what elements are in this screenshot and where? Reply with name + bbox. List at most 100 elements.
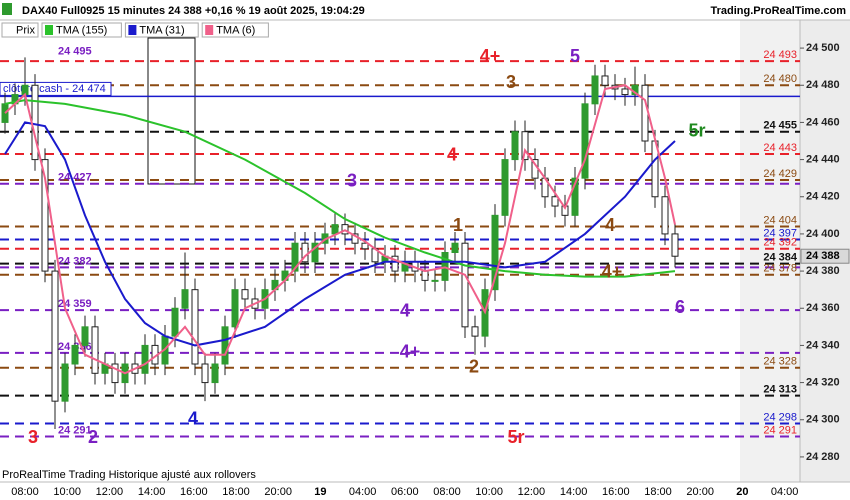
x-tick-label: 14:00 bbox=[138, 486, 166, 498]
level-label: 24 291 bbox=[58, 424, 92, 436]
last-price-box bbox=[800, 248, 850, 264]
x-tick-label: 08:00 bbox=[11, 486, 39, 498]
candle-body bbox=[621, 88, 629, 96]
candle-body bbox=[671, 233, 679, 257]
candle-body bbox=[201, 363, 209, 384]
y-tick-label: 24 460 bbox=[806, 116, 840, 128]
x-tick-label: 12:00 bbox=[96, 486, 124, 498]
legend-label: Prix bbox=[16, 24, 35, 36]
legend-swatch bbox=[205, 25, 214, 35]
wave-label: 3 bbox=[347, 171, 357, 191]
candle-body bbox=[71, 344, 79, 365]
x-tick-label: 14:00 bbox=[560, 486, 588, 498]
level-label: 24 495 bbox=[58, 45, 92, 57]
legend-item[interactable] bbox=[1, 22, 39, 38]
level-label: 24 427 bbox=[58, 172, 92, 184]
legend-label: TMA (31) bbox=[139, 24, 184, 36]
wave-label: 4+ bbox=[400, 342, 421, 362]
candle-body bbox=[551, 196, 559, 207]
tma-line bbox=[4, 121, 676, 347]
x-tick-label: 16:00 bbox=[180, 486, 208, 498]
wave-label: 6 bbox=[675, 297, 685, 317]
wave-label: 4 bbox=[605, 215, 615, 235]
candle-body bbox=[591, 75, 599, 105]
y-tick-label: 24 300 bbox=[806, 414, 840, 426]
y-tick-label: 24 400 bbox=[806, 228, 840, 240]
legend-label: TMA (155) bbox=[56, 24, 107, 36]
level-label: 24 291 bbox=[763, 424, 797, 436]
candle-body bbox=[391, 255, 399, 272]
y-tick-label: 24 280 bbox=[806, 451, 840, 463]
legend-label: TMA (6) bbox=[216, 24, 255, 36]
wave-label: 1 bbox=[453, 215, 463, 235]
candle-body bbox=[581, 103, 589, 179]
candle-body bbox=[331, 224, 339, 235]
level-label: 24 493 bbox=[763, 49, 797, 61]
x-tick-label: 04:00 bbox=[771, 486, 799, 498]
tma-line bbox=[4, 99, 676, 278]
y-tick-label: 24 480 bbox=[806, 79, 840, 91]
candle-body bbox=[221, 326, 229, 365]
wave-label: 2 bbox=[469, 356, 479, 376]
candle-body bbox=[361, 242, 369, 250]
wave-label: 4 bbox=[188, 409, 198, 429]
tma-line bbox=[4, 84, 676, 375]
level-label: 24 328 bbox=[763, 356, 797, 368]
level-label: 24 382 bbox=[58, 255, 92, 267]
last-price-label: 24 388 bbox=[806, 250, 840, 262]
candle-body bbox=[191, 289, 199, 365]
candle-body bbox=[41, 159, 49, 272]
candle-body bbox=[431, 279, 439, 282]
candle-body bbox=[501, 159, 509, 216]
level-label: 24 298 bbox=[763, 411, 797, 423]
level-label: clôture cash - 24 474 bbox=[3, 83, 106, 95]
legend: Prix TMA (155) TMA (31) TMA (6) bbox=[1, 22, 269, 38]
x-tick-label: 18:00 bbox=[222, 486, 250, 498]
wave-label: 4+ bbox=[602, 262, 623, 282]
candle-body bbox=[91, 326, 99, 374]
legend-item[interactable] bbox=[41, 22, 122, 38]
y-tick-label: 24 500 bbox=[806, 42, 840, 54]
wave-label: 4 bbox=[400, 301, 410, 321]
candle-body bbox=[491, 214, 499, 291]
candle-body bbox=[231, 289, 239, 328]
candle-body bbox=[311, 242, 319, 263]
wave-label: 3 bbox=[506, 72, 516, 92]
footer: ProRealTime Trading Historique ajusté au… bbox=[2, 469, 256, 481]
logo bbox=[2, 3, 12, 15]
legend-item[interactable] bbox=[124, 22, 199, 38]
x-tick-label: 08:00 bbox=[433, 486, 461, 498]
candle-body bbox=[571, 177, 579, 216]
candle-body bbox=[291, 242, 299, 272]
level-label: 24 378 bbox=[763, 263, 797, 275]
candle-body bbox=[211, 363, 219, 384]
level-label: 24 480 bbox=[763, 73, 797, 85]
candle-body bbox=[241, 289, 249, 300]
candle-body bbox=[511, 131, 519, 161]
source: Trading.ProRealTime.com bbox=[710, 5, 846, 17]
candle-body bbox=[111, 363, 119, 384]
level-label: 24 384 bbox=[763, 252, 798, 264]
y-tick-label: 24 320 bbox=[806, 376, 840, 388]
legend-swatch bbox=[45, 25, 53, 35]
x-tick-label: 10:00 bbox=[475, 486, 503, 498]
y-tick-label: 24 340 bbox=[806, 339, 840, 351]
candle-body bbox=[641, 84, 649, 142]
legend-item[interactable] bbox=[201, 22, 269, 38]
wave-label: 2 bbox=[88, 427, 98, 447]
candle-body bbox=[51, 270, 59, 402]
candle-body bbox=[181, 289, 189, 309]
candle-body bbox=[21, 84, 29, 96]
candle-body bbox=[141, 344, 149, 374]
level-label: 24 313 bbox=[763, 383, 797, 395]
wave-label: 5 bbox=[570, 46, 580, 66]
candle-body bbox=[451, 242, 459, 253]
x-tick-label: 06:00 bbox=[391, 486, 419, 498]
wave-label: 3 bbox=[28, 427, 38, 447]
level-label: 24 429 bbox=[763, 168, 797, 180]
wave-label: 5r bbox=[688, 120, 705, 140]
candle-body bbox=[521, 131, 529, 161]
x-tick-label: 12:00 bbox=[518, 486, 546, 498]
